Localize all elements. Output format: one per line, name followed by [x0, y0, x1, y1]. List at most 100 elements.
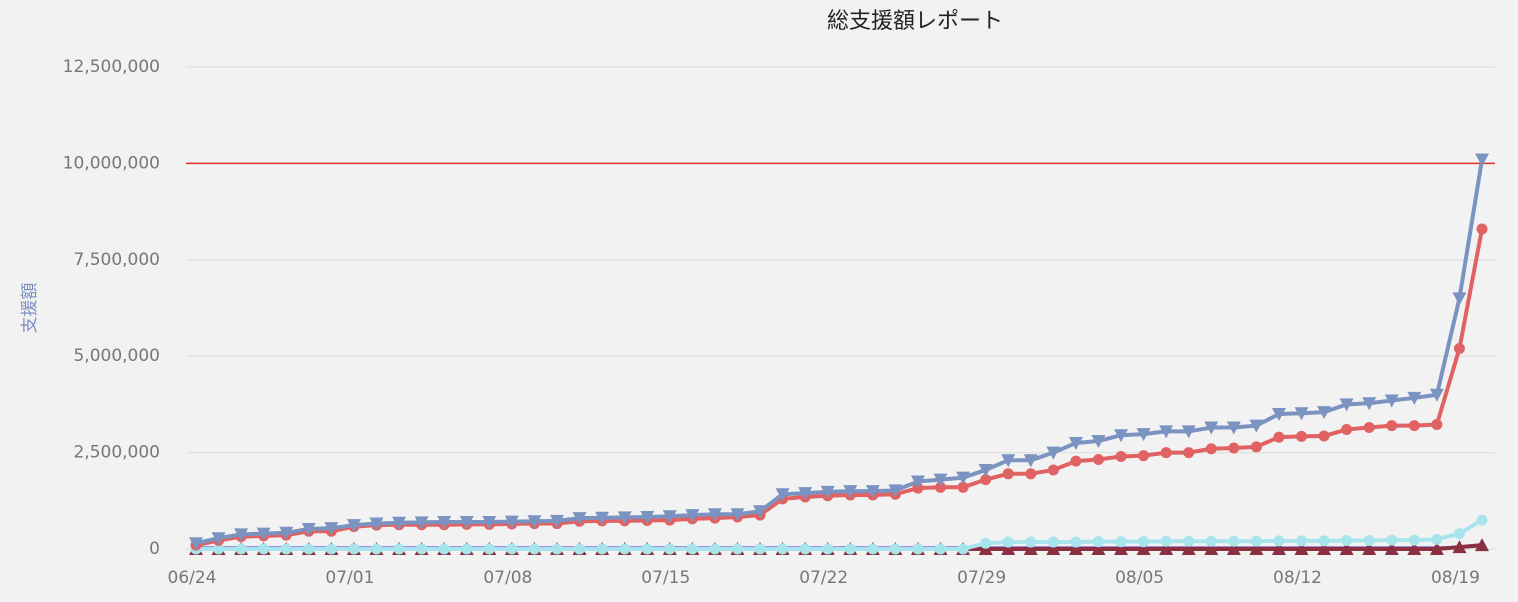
marker	[1136, 428, 1151, 442]
y-tick-label: 7,500,000	[73, 250, 160, 270]
marker	[1226, 421, 1241, 435]
marker	[935, 543, 947, 555]
marker	[1362, 542, 1377, 555]
marker	[1431, 533, 1443, 545]
marker	[324, 522, 339, 536]
marker	[1138, 536, 1150, 548]
marker	[1047, 464, 1059, 476]
marker	[1362, 397, 1377, 411]
marker	[1002, 468, 1014, 480]
marker	[798, 487, 813, 501]
marker	[301, 522, 316, 536]
marker	[865, 485, 880, 499]
marker	[1114, 542, 1129, 555]
marker	[1271, 542, 1286, 555]
x-tick-label: 07/08	[483, 568, 532, 588]
marker	[234, 528, 249, 542]
x-tick-label: 07/22	[799, 568, 848, 588]
marker	[1138, 450, 1150, 462]
marker	[1204, 421, 1219, 435]
x-tick-label: 08/19	[1431, 568, 1480, 588]
marker	[369, 517, 384, 531]
x-tick-label: 07/29	[957, 568, 1006, 588]
marker	[820, 485, 835, 499]
marker	[1115, 536, 1127, 548]
chart-title: 総支援額レポート	[827, 9, 1003, 34]
x-tick-label: 07/15	[641, 568, 690, 588]
y-tick-label: 10,000,000	[63, 153, 160, 173]
y-tick-label: 5,000,000	[73, 346, 160, 366]
marker	[528, 543, 540, 555]
marker	[912, 543, 924, 555]
marker	[346, 519, 361, 533]
y-tick-label: 2,500,000	[73, 443, 160, 463]
marker	[1408, 420, 1420, 432]
marker	[1136, 542, 1151, 555]
marker	[1205, 535, 1217, 547]
marker	[1250, 535, 1262, 547]
marker	[1386, 420, 1398, 432]
marker	[685, 509, 700, 523]
marker	[1431, 418, 1443, 430]
marker	[595, 511, 610, 525]
marker	[596, 543, 608, 555]
marker	[1228, 535, 1240, 547]
marker	[549, 514, 564, 528]
marker	[1249, 542, 1264, 555]
marker	[867, 543, 879, 555]
marker	[279, 526, 294, 540]
marker	[1429, 388, 1444, 402]
marker	[980, 537, 992, 549]
marker	[1181, 425, 1196, 439]
marker	[438, 543, 450, 555]
marker	[1114, 429, 1129, 443]
x-tick-label: 06/24	[168, 568, 217, 588]
marker	[978, 463, 993, 477]
series-line	[195, 159, 1484, 546]
marker	[844, 543, 856, 555]
marker	[889, 543, 901, 555]
marker	[1250, 441, 1262, 453]
marker	[709, 543, 721, 555]
x-tick-label: 08/12	[1273, 568, 1322, 588]
marker	[1407, 391, 1422, 405]
marker	[280, 543, 292, 555]
marker	[619, 543, 631, 555]
marker	[483, 543, 495, 555]
marker	[662, 510, 677, 524]
marker	[956, 471, 971, 485]
marker	[935, 481, 947, 493]
y-tick-label: 0	[149, 539, 160, 559]
marker	[1046, 542, 1061, 555]
marker	[1294, 542, 1309, 555]
marker	[707, 508, 722, 522]
marker	[1273, 535, 1285, 547]
marker	[1023, 542, 1038, 555]
y-axis-label: 支援額	[20, 283, 40, 334]
marker	[1317, 542, 1332, 555]
marker	[1318, 535, 1330, 547]
marker	[1339, 542, 1354, 555]
marker	[641, 543, 653, 555]
marker	[753, 505, 768, 519]
marker	[1092, 454, 1104, 466]
marker	[370, 543, 382, 555]
marker	[1205, 443, 1217, 455]
marker	[1159, 425, 1174, 439]
marker	[1363, 535, 1375, 547]
marker	[1249, 419, 1264, 433]
marker	[686, 543, 698, 555]
marker	[1296, 430, 1308, 442]
marker	[1452, 292, 1467, 306]
marker	[1091, 435, 1106, 449]
marker	[482, 516, 497, 530]
marker	[1318, 430, 1330, 442]
marker	[1181, 542, 1196, 555]
marker	[1384, 542, 1399, 555]
marker	[1453, 528, 1465, 540]
marker	[1070, 455, 1082, 467]
marker	[551, 543, 563, 555]
marker	[754, 543, 766, 555]
